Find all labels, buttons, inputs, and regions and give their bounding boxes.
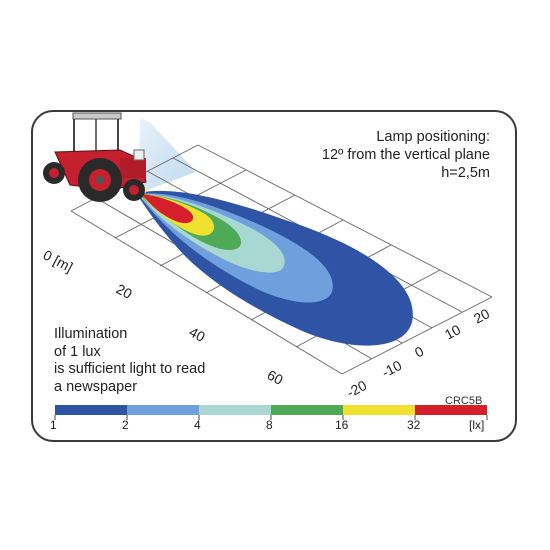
isolux-contours [138,190,413,346]
lamp-positioning-angle: 12º from the vertical plane [321,147,490,163]
scale-segment-8-16 [271,405,343,415]
distance-axis-origin-label: 0 [m] [41,247,76,276]
scale-label-8: 8 [266,418,273,432]
scale-segment-2-4 [127,405,199,415]
note-line-3: is sufficient light to read [54,361,206,377]
color-scale-bar [54,405,488,420]
tractor-illustration [43,112,147,202]
model-code: CRC5B [445,395,483,407]
lateral-axis: 20 10 0 -10 -20 [344,305,492,401]
scale-label-16: 16 [335,418,349,432]
scale-unit-label: [lx] [469,418,485,432]
light-beam [138,118,196,194]
scale-segment-16-32 [343,405,415,415]
lamp-positioning-text: Lamp positioning: 12º from the vertical … [322,128,490,182]
lateral-tick-20: 20 [471,305,492,327]
note-line-2: of 1 lux [54,343,101,360]
scale-label-4: 4 [194,418,201,432]
lateral-tick-0: 0 [412,343,427,361]
scale-label-32: 32 [407,418,421,432]
lamp-positioning-title: Lamp positioning: [376,129,490,145]
distance-tick-60: 60 [265,367,286,389]
scale-label-1: 1 [50,418,57,432]
lamp-positioning-height: h=2,5m [441,165,490,181]
scale-segment-1-2 [55,405,127,415]
isolux-32-lux [142,194,194,224]
lateral-tick-minus-20: -20 [344,377,370,401]
scale-segment-32-plus [415,405,487,415]
note-line-1: Illumination [54,326,128,342]
distance-tick-20: 20 [114,281,135,303]
lateral-tick-minus-10: -10 [379,357,405,381]
note-line-4: a newspaper [54,378,138,395]
distance-tick-40: 40 [187,324,208,346]
scale-segment-4-8 [199,405,271,415]
lateral-tick-10: 10 [442,321,463,343]
illumination-note: Illumination of 1 lux is sufficient ligh… [54,326,205,396]
scale-label-2: 2 [122,418,129,432]
